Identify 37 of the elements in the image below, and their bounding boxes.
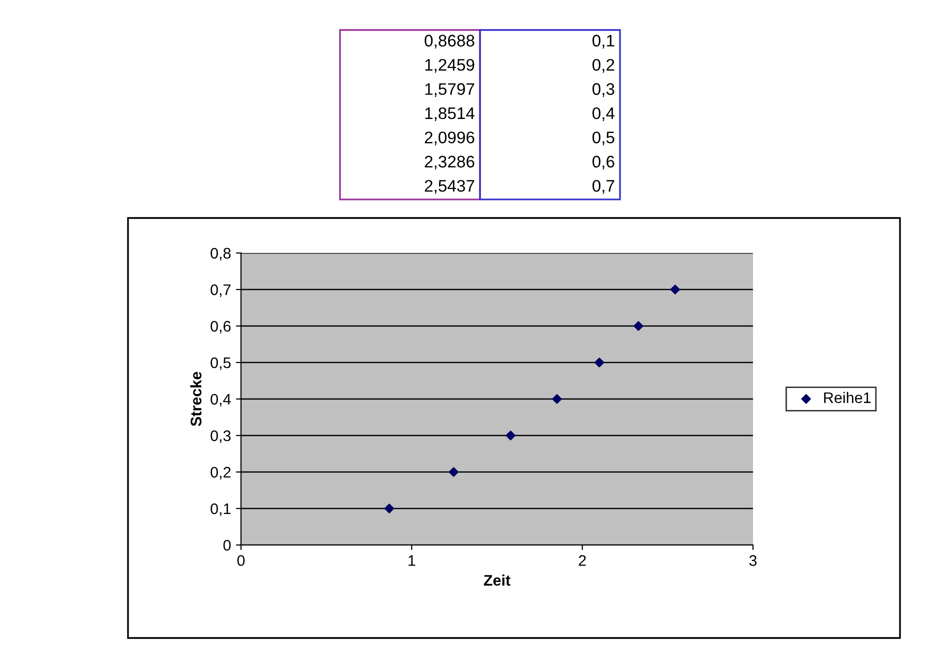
y-tick-label: 0 — [223, 540, 231, 551]
y-tick-label: 0,2 — [210, 466, 231, 480]
point — [448, 467, 458, 477]
text: 0,2 — [592, 58, 614, 73]
point — [384, 504, 394, 514]
text: 0,8688 — [424, 34, 474, 49]
y-tick-label: 0,6 — [210, 320, 231, 334]
text: 0,7 — [592, 180, 614, 194]
text: 2,0996 — [424, 132, 474, 146]
text: 0,5 — [592, 132, 614, 146]
y-tick-label: 0,1 — [210, 503, 231, 516]
x-tick-label: 0 — [237, 555, 245, 566]
text: 0,1 — [592, 34, 614, 49]
point — [552, 394, 562, 404]
x-tick-label: 3 — [749, 555, 757, 566]
x-axis-title: Zeit — [484, 574, 510, 586]
text: 1,2459 — [425, 58, 474, 73]
y-axis-title: Strecke — [190, 372, 202, 426]
legend-label: Reihe1 — [824, 392, 871, 404]
point — [506, 430, 516, 440]
point — [594, 358, 604, 368]
text: 1,5797 — [425, 83, 474, 97]
text: 0,3 — [592, 83, 614, 97]
text: 2,3286 — [424, 156, 474, 170]
y-tick-label: 0,5 — [210, 357, 231, 370]
text: 0,6 — [592, 156, 614, 170]
y-tick-label: 0,4 — [210, 394, 231, 406]
text: 2,5437 — [424, 180, 474, 194]
point — [670, 284, 680, 294]
text: 1,8514 — [425, 107, 475, 122]
point — [634, 321, 644, 331]
y-tick-label: 0,8 — [210, 248, 231, 260]
y-tick-label: 0,3 — [210, 430, 231, 443]
x-tick-label: 2 — [578, 555, 586, 566]
text: 0,4 — [592, 107, 615, 122]
x-tick-label: 1 — [408, 555, 416, 566]
y-tick-label: 0,7 — [210, 284, 231, 297]
